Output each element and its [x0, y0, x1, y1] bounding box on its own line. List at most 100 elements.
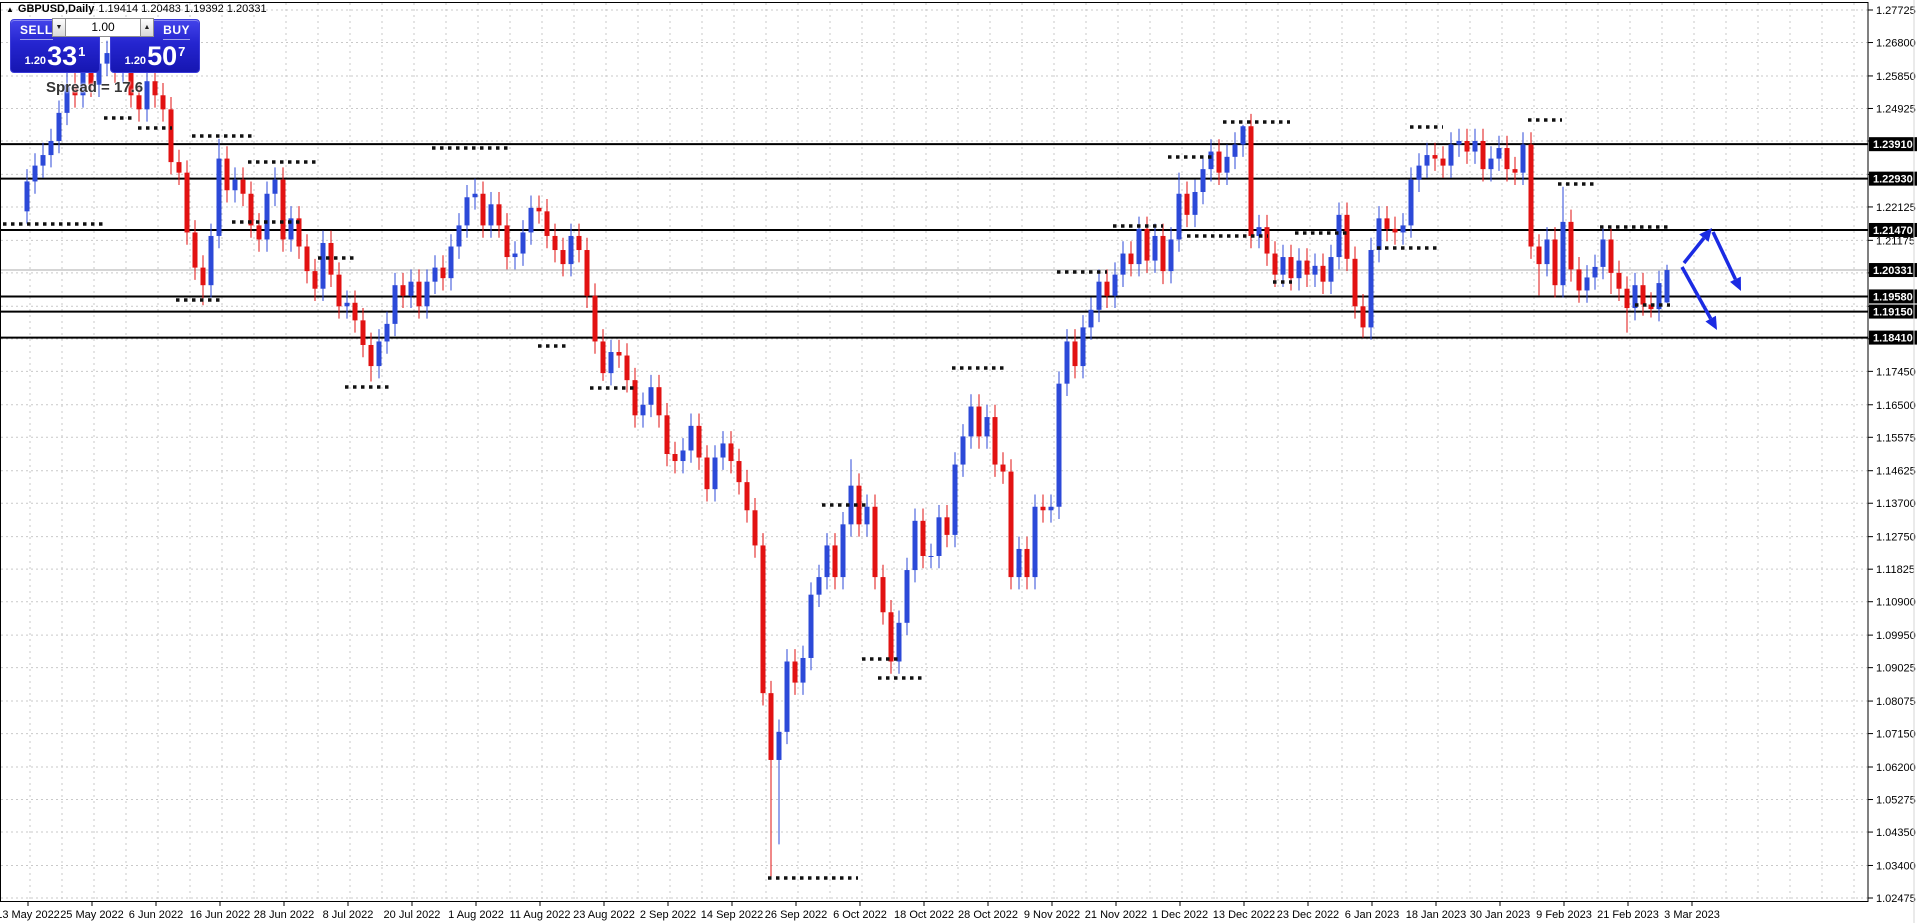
candle-body: [440, 267, 446, 279]
candle-body: [816, 577, 822, 595]
candle-body: [1440, 158, 1446, 166]
price-axis-label: 1.16500: [1876, 400, 1916, 412]
candle-body: [320, 242, 326, 289]
date-axis-label: 30 Jan 2023: [1470, 909, 1531, 921]
candle-body: [416, 281, 422, 307]
candle-body: [352, 302, 358, 321]
candle-body: [608, 352, 614, 374]
candle-body: [1592, 266, 1598, 278]
candle-body: [1384, 218, 1390, 229]
candle-body: [1536, 246, 1542, 265]
candle-body: [1376, 218, 1382, 251]
candle-body: [464, 197, 470, 226]
candle-body: [1296, 260, 1302, 279]
candle-body: [192, 232, 198, 268]
candle-body: [144, 81, 150, 110]
candle-body: [184, 172, 190, 233]
price-level-badge-label: 1.22930: [1873, 174, 1913, 186]
candle-body: [968, 406, 974, 437]
buy-price-figure: 1.20: [124, 55, 147, 67]
candle-body: [984, 417, 990, 437]
candle-body: [736, 461, 742, 483]
candle-body: [976, 406, 982, 437]
candle-body: [456, 225, 462, 247]
date-axis-label: 13 May 2022: [0, 909, 60, 921]
price-level-badge: [1869, 289, 1917, 304]
candle-body: [336, 274, 342, 307]
date-axis-label: 28 Jun 2022: [254, 909, 315, 921]
candle-body: [1216, 151, 1222, 173]
candle-body: [1032, 506, 1038, 578]
date-axis-label: 18 Oct 2022: [894, 909, 954, 921]
price-axis-label: 1.13700: [1876, 498, 1916, 510]
candle-body: [568, 235, 574, 265]
candle-body: [200, 267, 206, 286]
candle-body: [1648, 304, 1654, 310]
price-level-badge-label: 1.20331: [1873, 265, 1913, 277]
price-axis-label: 1.03400: [1876, 860, 1916, 872]
candle-body: [64, 84, 70, 113]
candle-body: [1064, 341, 1070, 384]
candle-body: [296, 218, 302, 247]
candle-body: [1080, 327, 1086, 367]
candle-body: [560, 250, 566, 265]
price-level-badge-label: 1.19580: [1873, 291, 1913, 303]
volume-input[interactable]: 1.00: [66, 18, 140, 37]
buy-button[interactable]: BUY 1.20 50 7: [110, 19, 200, 73]
candle-body: [872, 506, 878, 578]
candle-body: [80, 70, 86, 96]
candle-body: [208, 235, 214, 286]
chart-frame: [0, 2, 1869, 902]
candle-body: [488, 204, 494, 226]
candle-body: [1360, 306, 1366, 328]
candle-body: [600, 341, 606, 374]
candle-body: [1304, 260, 1310, 275]
candle-body: [1256, 227, 1262, 236]
candle-body: [40, 155, 46, 166]
candle-body: [1072, 341, 1078, 367]
price-axis-label: 1.12750: [1876, 532, 1916, 544]
sell-price-pips: 33: [47, 41, 78, 71]
candle-body: [808, 594, 814, 658]
candle-body: [32, 165, 38, 182]
candle-body: [392, 285, 398, 324]
volume-stepper: ▼ 1.00 ▲: [52, 18, 154, 37]
sell-price-point: 1: [78, 44, 86, 59]
date-axis-label: 16 Jun 2022: [190, 909, 251, 921]
candle-body: [896, 622, 902, 662]
candle-body: [864, 506, 870, 525]
candle-body: [1560, 221, 1566, 286]
candle-body: [1312, 265, 1318, 275]
price-axis-label: 1.25850: [1876, 71, 1916, 83]
volume-increase-button[interactable]: ▲: [140, 18, 154, 37]
candle-body: [176, 162, 182, 173]
candle-body: [512, 253, 518, 258]
candle-body: [528, 207, 534, 233]
candle-body: [1000, 464, 1006, 472]
candle-body: [1464, 141, 1470, 152]
price-axis-label: 1.06200: [1876, 762, 1916, 774]
candle-body: [960, 436, 966, 465]
candle-body: [1392, 228, 1398, 233]
candle-body: [832, 545, 838, 578]
candle-body: [768, 693, 774, 760]
candle-body: [936, 517, 942, 556]
trend-arrow-head: [1730, 276, 1741, 291]
candle-body: [312, 271, 318, 289]
candle-body: [1272, 253, 1278, 275]
candle-body: [1496, 148, 1502, 159]
candle-body: [992, 417, 998, 465]
candle-body: [496, 204, 502, 226]
candle-body: [1264, 227, 1270, 254]
candle-body: [1416, 165, 1422, 180]
volume-decrease-button[interactable]: ▼: [52, 18, 66, 37]
price-axis-label: 1.21175: [1876, 235, 1915, 247]
candle-body: [1424, 155, 1430, 166]
candle-body: [1040, 506, 1046, 511]
trend-arrow-line: [1680, 266, 1713, 320]
chart-title: ▲ GBPUSD,Daily 1.19414 1.20483 1.19392 1.2…: [6, 3, 267, 15]
candle-body: [696, 425, 702, 458]
candle-body: [424, 281, 430, 307]
